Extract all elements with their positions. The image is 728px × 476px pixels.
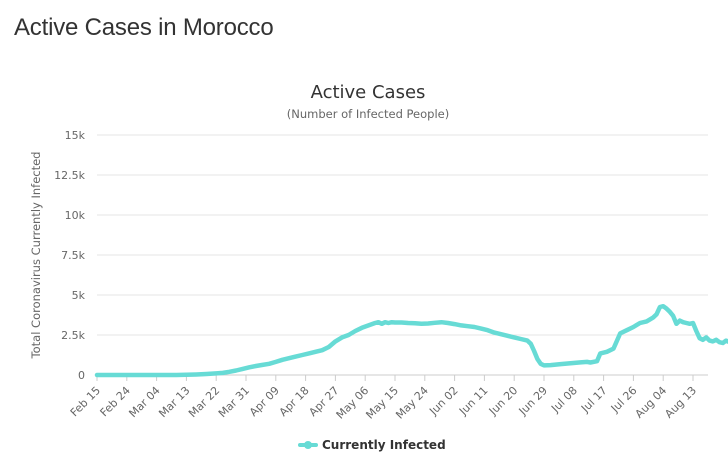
legend[interactable]: Currently Infected bbox=[298, 438, 446, 452]
y-tick-label: 7.5k bbox=[61, 249, 85, 262]
x-tick-label: Jun 20 bbox=[486, 384, 520, 418]
series-line-currently-infected[interactable] bbox=[94, 167, 728, 378]
y-axis-title: Total Coronavirus Currently Infected bbox=[29, 152, 43, 360]
x-tick-label: Jul 08 bbox=[548, 384, 580, 416]
y-tick-label: 5k bbox=[72, 289, 86, 302]
x-tick-label: Jun 29 bbox=[516, 384, 550, 418]
x-tick-label: Jun 11 bbox=[456, 384, 490, 418]
x-tick-label: Feb 15 bbox=[68, 384, 103, 419]
x-tick-label: Mar 04 bbox=[126, 384, 162, 420]
legend-label-currently-infected[interactable]: Currently Infected bbox=[322, 438, 446, 452]
x-tick-label: Feb 24 bbox=[98, 384, 133, 419]
y-tick-label: 2.5k bbox=[61, 329, 85, 342]
x-tick-label: Jun 02 bbox=[426, 384, 460, 418]
y-tick-label: 0 bbox=[78, 369, 85, 382]
x-tick-label: Mar 31 bbox=[216, 384, 252, 420]
x-tick-label: May 24 bbox=[393, 384, 431, 422]
x-tick-label: Apr 09 bbox=[247, 384, 282, 419]
y-tick-label: 12.5k bbox=[54, 169, 85, 182]
legend-marker[interactable] bbox=[304, 441, 312, 449]
chart-title: Active Cases bbox=[311, 82, 426, 103]
y-tick-label: 15k bbox=[65, 129, 86, 142]
x-tick-label: Aug 13 bbox=[662, 384, 699, 421]
x-tick-label: Jul 17 bbox=[578, 384, 610, 416]
page-title: Active Cases in Morocco bbox=[14, 14, 274, 41]
series-layer bbox=[94, 167, 728, 378]
y-tick-label: 10k bbox=[65, 209, 86, 222]
x-tick-label: Mar 13 bbox=[156, 384, 192, 420]
x-tick-label: Mar 22 bbox=[186, 384, 222, 420]
chart-subtitle: (Number of Infected People) bbox=[287, 107, 449, 121]
x-tick-label: Apr 18 bbox=[277, 384, 312, 419]
x-tick-label: Aug 04 bbox=[633, 384, 670, 421]
